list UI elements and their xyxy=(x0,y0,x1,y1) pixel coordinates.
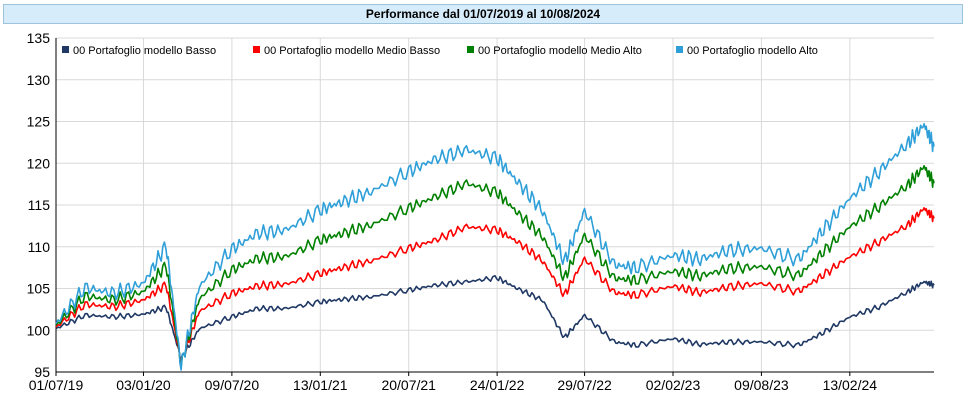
x-tick-label: 09/07/20 xyxy=(205,377,260,393)
y-tick-label: 130 xyxy=(27,72,51,88)
x-tick-label: 02/02/23 xyxy=(646,377,701,393)
legend-swatch xyxy=(467,46,474,53)
y-tick-label: 100 xyxy=(27,322,51,338)
y-tick-label: 125 xyxy=(27,114,51,130)
y-tick-label: 120 xyxy=(27,155,51,171)
series-line-0 xyxy=(55,274,935,361)
legend-swatch xyxy=(253,46,260,53)
x-tick-label: 29/07/22 xyxy=(557,377,612,393)
legend-label: 00 Portafoglio modello Alto xyxy=(687,45,818,57)
x-tick-label: 03/01/20 xyxy=(116,377,171,393)
axes: 95 100 105 110 115 120 125 130 135 01/07/19 03/01/… xyxy=(27,30,934,393)
y-tick-label: 95 xyxy=(34,364,50,380)
x-tick-label: 24/01/22 xyxy=(470,377,525,393)
y-tick-label: 135 xyxy=(27,30,51,46)
legend-label: 00 Portafoglio modello Medio Alto xyxy=(478,45,642,57)
legend-label: 00 Portafoglio modello Basso xyxy=(73,45,216,57)
x-tick-label: 20/07/21 xyxy=(381,377,436,393)
y-tick-label: 115 xyxy=(28,197,51,213)
legend-swatch xyxy=(62,46,69,53)
y-tick-label: 105 xyxy=(27,281,51,297)
y-tick-label: 110 xyxy=(28,239,51,255)
x-tick-label: 01/07/19 xyxy=(29,377,84,393)
legend: 00 Portafoglio modello Basso 00 Portafogl… xyxy=(62,45,818,57)
series-line-1 xyxy=(55,207,935,366)
x-tick-label: 09/08/23 xyxy=(734,377,789,393)
grid xyxy=(56,37,934,372)
chart-title: Performance dal 01/07/2019 al 10/08/2024 xyxy=(3,4,963,24)
legend-label: 00 Portafoglio modello Medio Basso xyxy=(264,45,440,57)
series-line-2 xyxy=(55,165,935,369)
series-line-3 xyxy=(55,123,935,371)
legend-swatch xyxy=(676,46,683,53)
x-tick-label: 13/01/21 xyxy=(293,377,348,393)
series-lines xyxy=(55,123,935,371)
x-tick-label: 13/02/24 xyxy=(823,377,878,393)
